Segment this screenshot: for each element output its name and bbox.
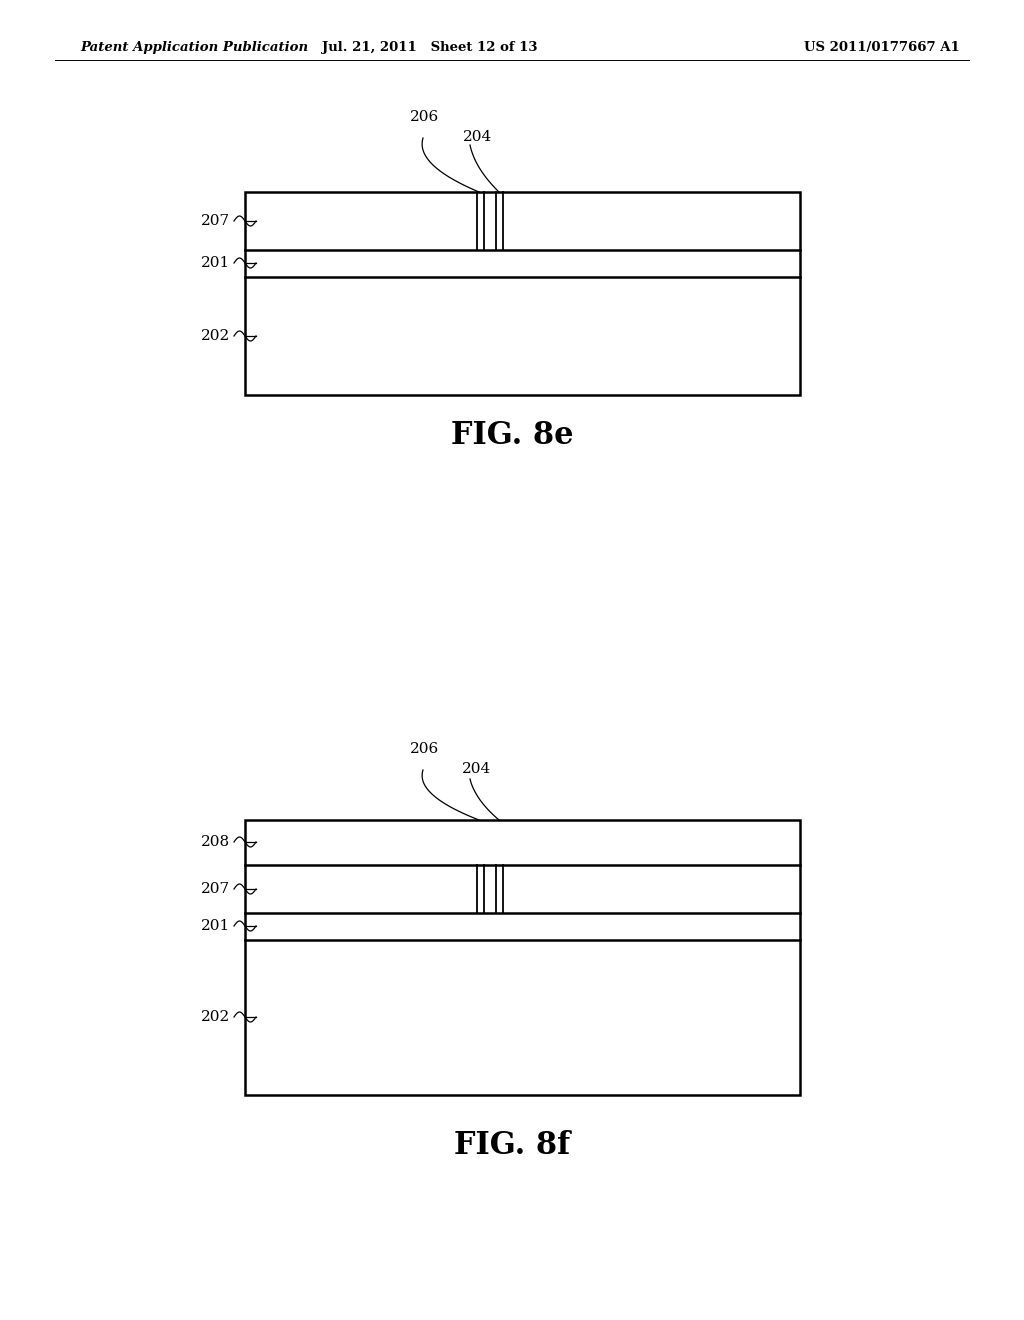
Text: 202: 202 [201, 329, 230, 343]
Text: 206: 206 [410, 110, 439, 124]
Text: 204: 204 [462, 762, 492, 776]
Text: 204: 204 [463, 129, 493, 144]
Text: FIG. 8e: FIG. 8e [451, 420, 573, 450]
Text: 207: 207 [201, 882, 230, 896]
Text: 208: 208 [201, 836, 230, 849]
Bar [245, 191, 800, 395]
Text: FIG. 8f: FIG. 8f [454, 1130, 570, 1160]
Text: 202: 202 [201, 1010, 230, 1024]
Text: 201: 201 [201, 919, 230, 933]
Text: Jul. 21, 2011   Sheet 12 of 13: Jul. 21, 2011 Sheet 12 of 13 [323, 41, 538, 54]
Text: 201: 201 [201, 256, 230, 271]
Bar [245, 820, 800, 1096]
Text: 207: 207 [201, 214, 230, 228]
Text: 206: 206 [410, 742, 439, 756]
Text: Patent Application Publication: Patent Application Publication [80, 41, 308, 54]
Text: US 2011/0177667 A1: US 2011/0177667 A1 [804, 41, 961, 54]
